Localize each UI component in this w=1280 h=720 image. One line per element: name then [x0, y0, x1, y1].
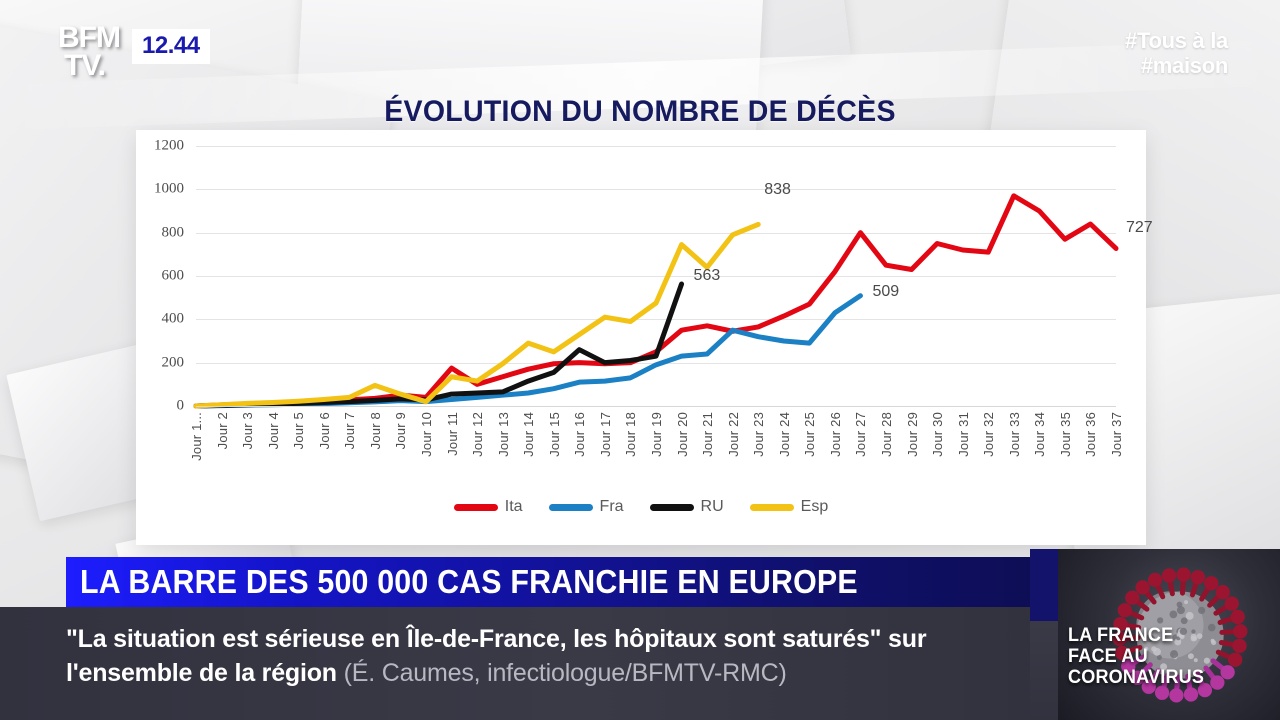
series-line-fra [196, 296, 860, 406]
legend-label: Fra [600, 498, 624, 516]
campaign-hashtag: #Tous à la #maison [1125, 28, 1228, 78]
corner-branding-card: LA FRANCE FACE AU CORONAVIRUS [1058, 549, 1280, 720]
legend-label: RU [701, 498, 724, 516]
x-axis-tick-label: Jour 21 [700, 412, 715, 457]
chart-x-axis: Jour 1... Jour 2 Jour 3 Jour 4 Jour 5 Jour 6J… [196, 412, 1116, 502]
x-axis-tick-label: Jour 20 [675, 412, 690, 457]
x-axis-tick-label: Jour 30 [930, 412, 945, 457]
chart-series-lines [196, 146, 1116, 406]
clock-badge: 12.44 [132, 29, 210, 64]
headline-text: LA BARRE DES 500 000 CAS FRANCHIE EN EUR… [80, 563, 858, 601]
subtitle-attribution: (É. Caumes, infectiologue/BFMTV-RMC) [344, 659, 787, 687]
y-axis-tick-label: 400 [162, 311, 185, 328]
x-axis-tick-label: Jour 37 [1109, 412, 1124, 457]
chart-plot-area: 0 200 400 600 800 1000 1200 727 509 563 838 [196, 146, 1116, 406]
y-axis-tick-label: 1000 [154, 181, 184, 198]
corner-line3: CORONAVIRUS [1068, 667, 1204, 688]
corner-strip [1030, 549, 1058, 720]
x-axis-tick-label: Jour 25 [802, 412, 817, 457]
legend-swatch-icon [750, 504, 794, 511]
legend-swatch-icon [454, 504, 498, 511]
x-axis-tick-label: Jour 8 [368, 412, 383, 449]
x-axis-tick-label: Jour 22 [726, 412, 741, 457]
x-axis-tick-label: Jour 18 [623, 412, 638, 457]
x-axis-tick-label: Jour 36 [1083, 412, 1098, 457]
legend-item-ru[interactable]: RU [650, 498, 724, 516]
corner-branding-text: LA FRANCE FACE AU CORONAVIRUS [1068, 625, 1204, 688]
x-axis-tick-label: Jour 24 [777, 412, 792, 457]
x-axis-tick-label: Jour 10 [419, 412, 434, 457]
legend-swatch-icon [549, 504, 593, 511]
x-axis-tick-label: Jour 7 [342, 412, 357, 449]
y-axis-tick-label: 1200 [154, 138, 184, 155]
legend-label: Esp [801, 498, 829, 516]
legend-item-fra[interactable]: Fra [549, 498, 624, 516]
x-axis-tick-label: Jour 6 [317, 412, 332, 449]
channel-logo-line2: TV. [64, 52, 136, 80]
x-axis-tick-label: Jour 15 [547, 412, 562, 457]
x-axis-tick-label: Jour 5 [291, 412, 306, 449]
x-axis-tick-label: Jour 28 [879, 412, 894, 457]
data-label-ita: 727 [1126, 219, 1153, 237]
x-axis-tick-label: Jour 35 [1058, 412, 1073, 457]
campaign-hashtag-line1: #Tous à la [1125, 28, 1228, 53]
legend-swatch-icon [650, 504, 694, 511]
x-axis-tick-label: Jour 34 [1032, 412, 1047, 457]
chart-card: 0 200 400 600 800 1000 1200 727 509 563 838 Jour … [136, 130, 1146, 545]
legend-item-ita[interactable]: Ita [454, 498, 523, 516]
y-axis-tick-label: 0 [177, 398, 185, 415]
x-axis-tick-label: Jour 31 [956, 412, 971, 457]
subtitle-text: "La situation est sérieuse en Île-de-Fra… [66, 622, 1026, 690]
y-axis-tick-label: 200 [162, 354, 185, 371]
legend-item-esp[interactable]: Esp [750, 498, 829, 516]
x-axis-tick-label: Jour 29 [905, 412, 920, 457]
headline-bar: LA BARRE DES 500 000 CAS FRANCHIE EN EUR… [66, 557, 1086, 607]
channel-logo: BFM TV. [58, 24, 136, 80]
x-axis-tick-label: Jour 19 [649, 412, 664, 457]
x-axis-tick-label: Jour 2 [215, 412, 230, 449]
y-axis-tick-label: 600 [162, 268, 185, 285]
x-axis-tick-label: Jour 9 [393, 412, 408, 449]
data-label-esp: 838 [764, 181, 791, 199]
page-title: ÉVOLUTION DU NOMBRE DE DÉCÈS [32, 95, 1248, 129]
x-axis-tick-label: Jour 13 [496, 412, 511, 457]
x-axis-tick-label: Jour 27 [853, 412, 868, 457]
campaign-hashtag-line2: #maison [1125, 53, 1228, 78]
series-line-esp [196, 224, 758, 406]
x-axis-tick-label: Jour 12 [470, 412, 485, 457]
x-axis-tick-label: Jour 17 [598, 412, 613, 457]
x-axis-tick-label: Jour 14 [521, 412, 536, 457]
x-axis-tick-label: Jour 33 [1007, 412, 1022, 457]
chart-legend: Ita Fra RU Esp [136, 498, 1146, 516]
x-axis-tick-label: Jour 16 [572, 412, 587, 457]
x-axis-tick-label: Jour 1... [189, 412, 204, 461]
corner-line1: LA FRANCE [1068, 625, 1204, 646]
y-axis-tick-label: 800 [162, 224, 185, 241]
x-axis-tick-label: Jour 32 [981, 412, 996, 457]
chart-x-axis-line [196, 406, 1116, 407]
data-label-ru: 563 [694, 267, 721, 285]
x-axis-tick-label: Jour 26 [828, 412, 843, 457]
legend-label: Ita [505, 498, 523, 516]
data-label-fra: 509 [872, 283, 899, 301]
x-axis-tick-label: Jour 11 [445, 412, 460, 456]
corner-line2: FACE AU [1068, 646, 1204, 667]
x-axis-tick-label: Jour 3 [240, 412, 255, 449]
x-axis-tick-label: Jour 4 [266, 412, 281, 449]
x-axis-tick-label: Jour 23 [751, 412, 766, 457]
